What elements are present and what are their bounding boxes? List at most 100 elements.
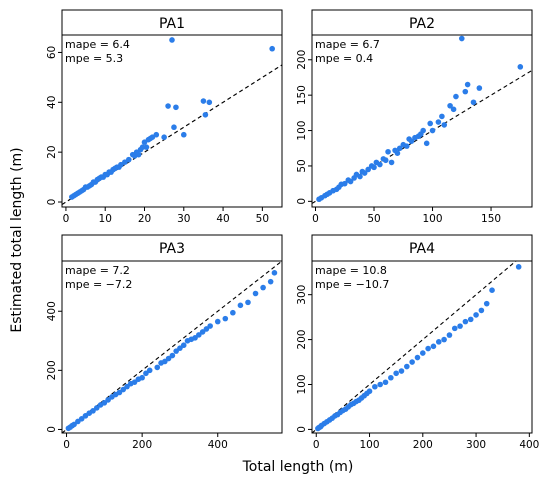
data-point (366, 388, 373, 395)
y-tick-label: 40 (46, 96, 58, 109)
data-point (382, 379, 389, 386)
y-tick-label: 300 (296, 285, 308, 305)
x-tick-label: 200 (413, 439, 433, 451)
data-point (153, 131, 160, 138)
data-point (177, 345, 183, 351)
data-point (458, 35, 465, 42)
panel-strip (61, 234, 283, 262)
data-point (476, 85, 483, 91)
data-point (451, 325, 458, 332)
x-tick-label: 50 (367, 213, 380, 225)
data-point (515, 264, 522, 270)
data-point (365, 166, 371, 173)
data-point (199, 329, 206, 335)
data-point (377, 381, 383, 388)
data-point (446, 332, 453, 338)
y-tick-label: 100 (296, 374, 308, 394)
data-point (341, 180, 348, 187)
data-point (462, 318, 469, 325)
data-point (478, 307, 485, 314)
y-tick-label: 200 (296, 330, 308, 350)
plot-frame (311, 260, 533, 434)
data-point (78, 416, 85, 422)
y-tick-label: 60 (46, 46, 58, 59)
y-tick-label: 20 (46, 145, 58, 158)
x-tick-label: 20 (138, 213, 151, 225)
data-point (361, 170, 368, 176)
y-tick-label: 0 (46, 199, 58, 206)
data-point (457, 323, 463, 329)
x-tick-label: 0 (312, 213, 319, 225)
data-point (237, 302, 244, 309)
panel-strip (61, 9, 283, 36)
data-point (489, 287, 495, 293)
data-point (116, 389, 123, 396)
y-tick-label: 400 (46, 301, 58, 321)
data-point (435, 339, 442, 345)
data-point (165, 355, 172, 362)
data-point (192, 335, 198, 341)
mape-stat: mape = 6.7 (315, 38, 380, 51)
data-point (483, 300, 490, 307)
data-point (162, 358, 168, 365)
mpe-stat: mpe = −10.7 (315, 278, 389, 291)
data-point (105, 397, 111, 403)
data-point (473, 312, 479, 318)
y-tick-label: 0 (46, 426, 58, 433)
data-point (470, 99, 477, 106)
x-tick-label: 0 (313, 439, 320, 451)
data-point (429, 127, 436, 134)
data-point (382, 157, 389, 164)
data-point (169, 37, 175, 43)
panel-strip (311, 234, 533, 262)
x-tick-label: 10 (99, 213, 112, 225)
data-point (71, 421, 77, 428)
data-point (269, 45, 275, 52)
plot-frame (61, 34, 283, 208)
data-points (315, 264, 522, 432)
mape-stat: mape = 6.4 (65, 38, 130, 51)
data-point (173, 348, 179, 354)
x-tick-label: 30 (177, 213, 190, 225)
data-point (396, 145, 403, 152)
data-point (467, 316, 474, 323)
data-point (450, 106, 457, 113)
y-tick-label: 200 (46, 360, 58, 380)
y-tick-label: 200 (296, 50, 308, 70)
data-point (124, 383, 130, 390)
data-point (377, 161, 383, 168)
y-tick-label: 150 (296, 85, 308, 105)
data-point (385, 148, 391, 155)
data-point (214, 318, 221, 325)
data-point (202, 111, 209, 118)
data-point (131, 379, 138, 385)
x-tick-label: 50 (256, 213, 269, 225)
data-point (196, 332, 202, 338)
x-tick-label: 150 (481, 213, 501, 225)
data-point (464, 81, 471, 88)
data-point (372, 383, 378, 390)
mpe-stat: mpe = 0.4 (315, 52, 373, 65)
data-points (65, 270, 278, 432)
panel-title: PA4 (409, 241, 435, 257)
data-point (409, 359, 415, 365)
data-point (371, 164, 377, 171)
panel-title: PA3 (159, 241, 185, 257)
data-point (441, 336, 447, 343)
mape-stat: mape = 7.2 (65, 264, 130, 277)
data-point (143, 144, 150, 150)
data-point (252, 290, 259, 297)
data-point (271, 270, 278, 276)
data-points (69, 37, 275, 200)
data-point (200, 98, 207, 104)
data-point (403, 143, 410, 149)
data-point (453, 93, 459, 100)
data-point (171, 124, 177, 131)
data-point (260, 284, 266, 291)
mape-stat: mape = 10.8 (315, 264, 387, 277)
y-tick-label: 0 (296, 198, 308, 205)
panel-strip (311, 9, 533, 36)
mpe-stat: mpe = 5.3 (65, 52, 123, 65)
plot-frame (311, 34, 533, 208)
